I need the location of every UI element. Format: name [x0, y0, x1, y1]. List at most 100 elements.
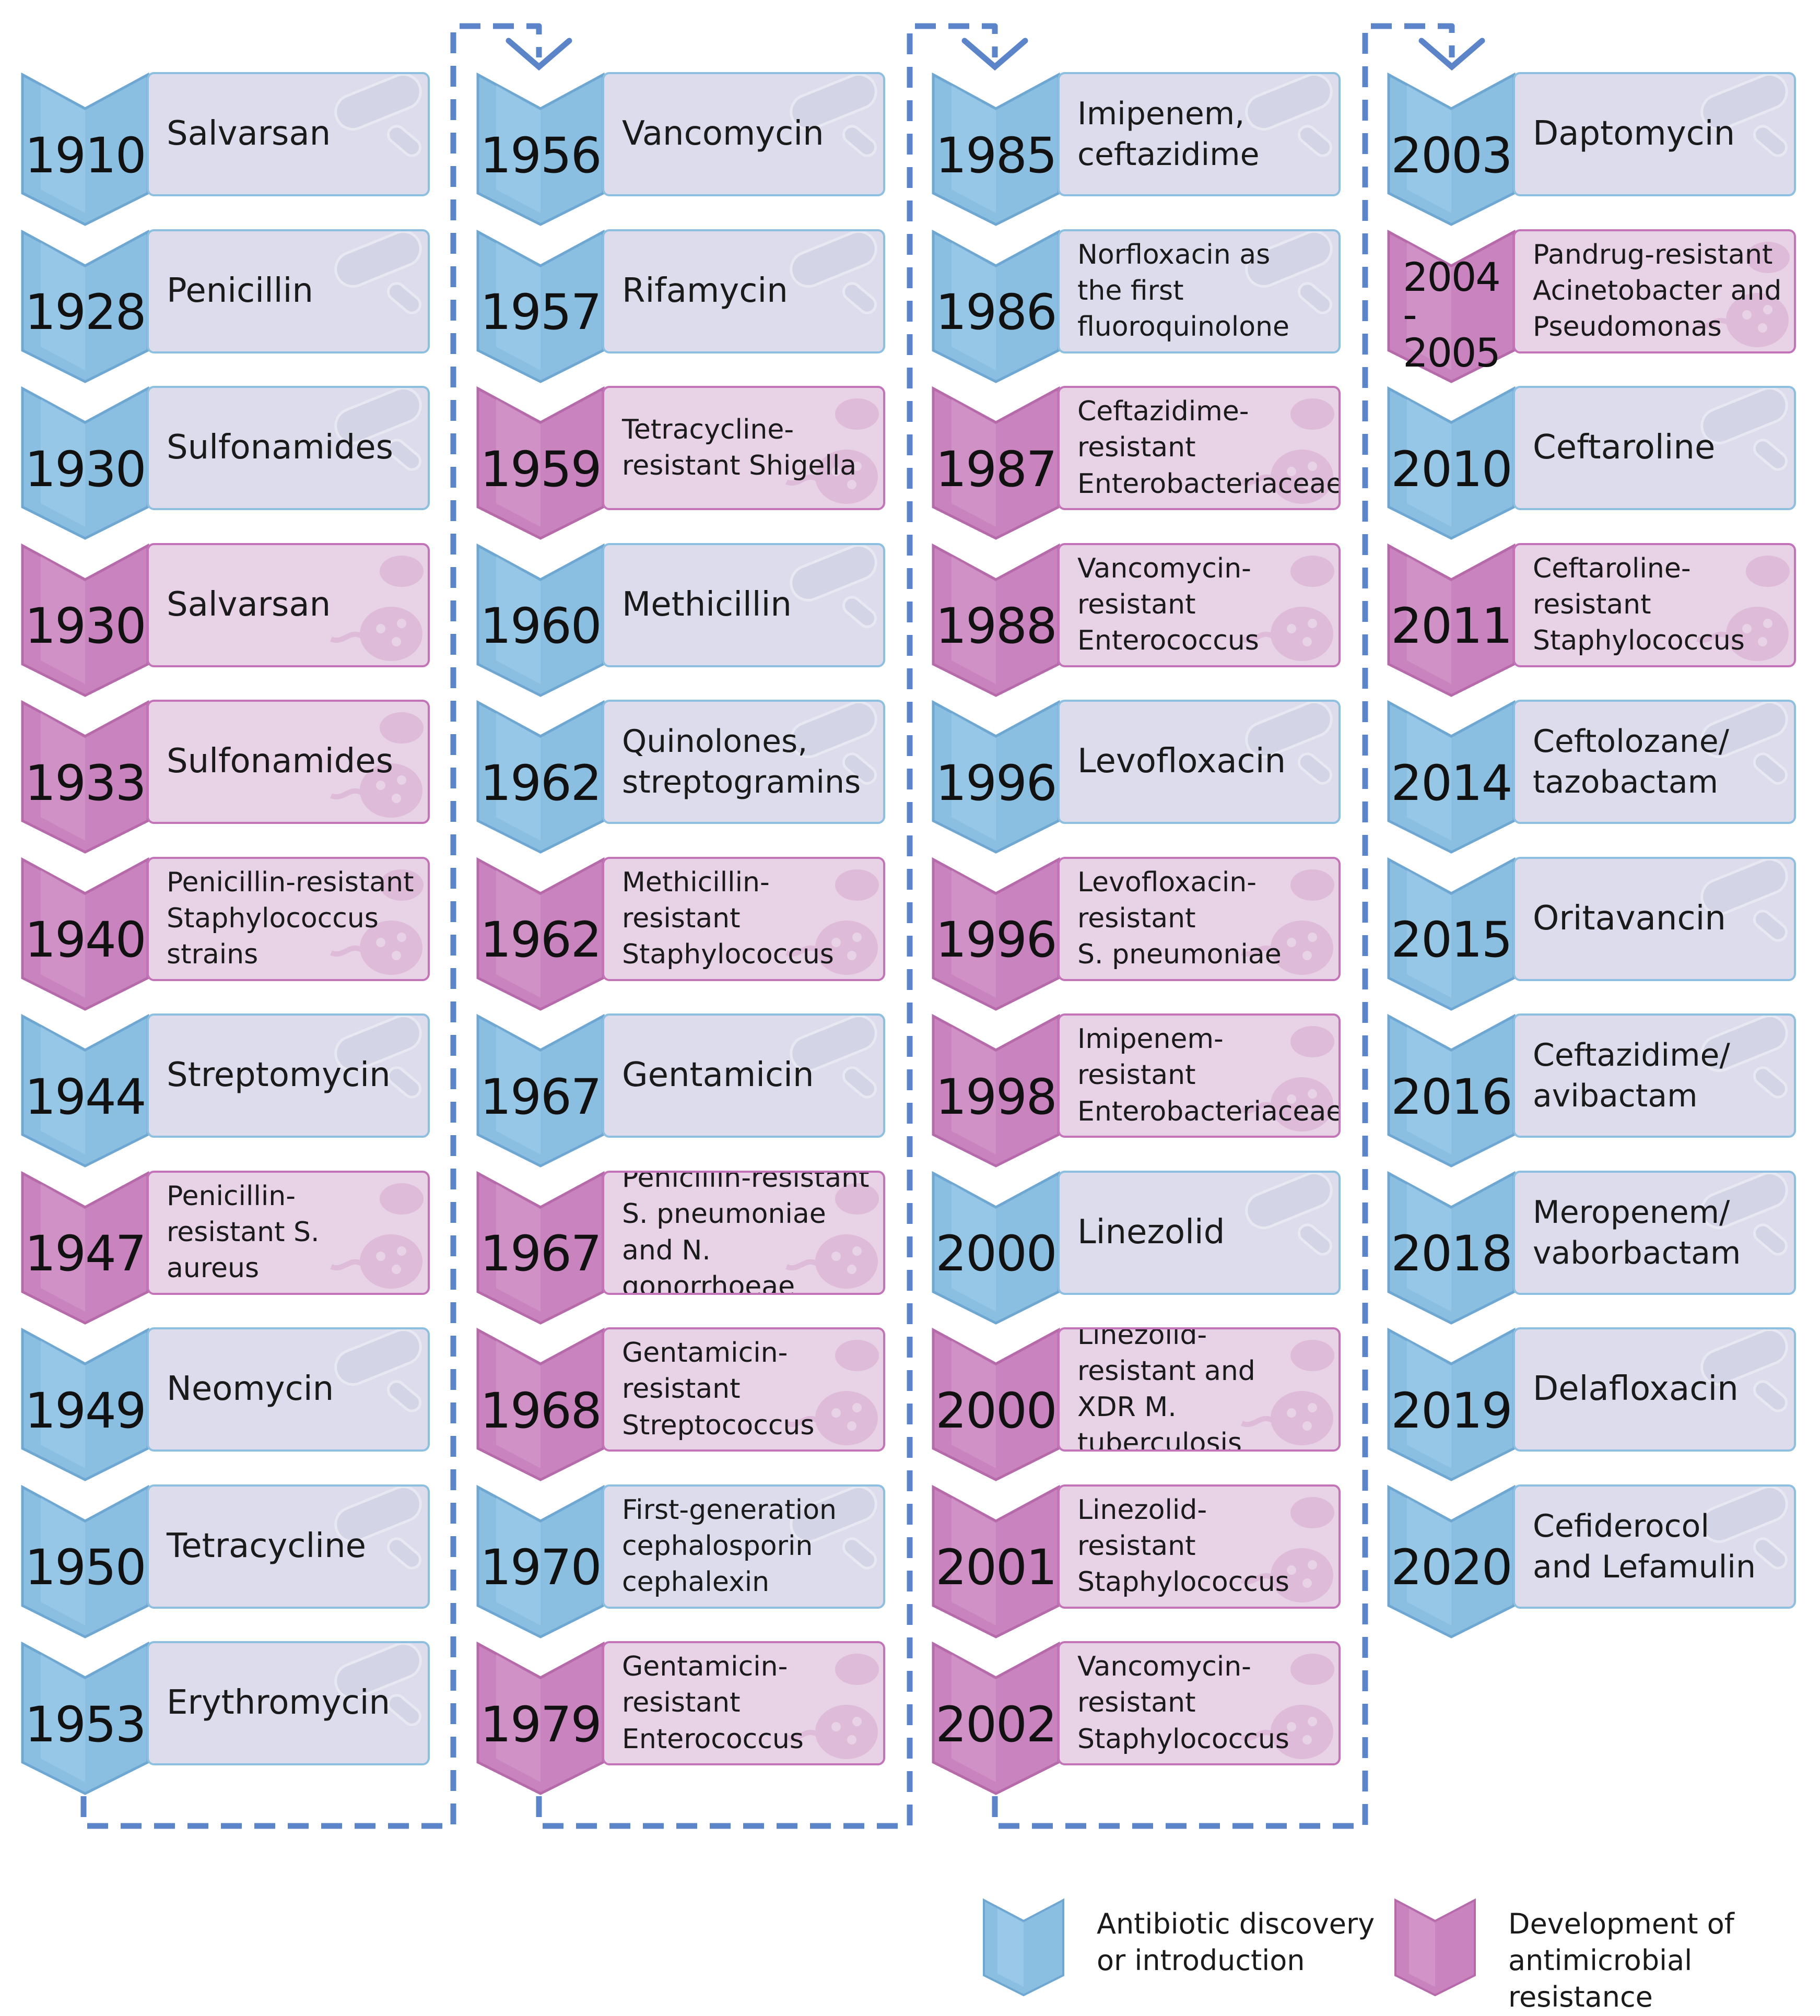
chevron-down-icon	[1418, 38, 1485, 71]
entry-year: 1947	[25, 1225, 146, 1282]
resistance-badge-icon	[932, 1013, 1060, 1168]
timeline-entry: 1987 Ceftazidime- resistant Enterobacteri…	[931, 386, 1343, 540]
entry-label: Methicillin	[622, 585, 792, 624]
timeline-entry: 1998 Imipenem- resistant Enterobacteriace…	[931, 1013, 1343, 1168]
pill-icon	[1245, 702, 1333, 785]
timeline-entry: 2011 Ceftaroline- resistant Staphylococcu…	[1386, 543, 1799, 697]
entry-year: 1967	[480, 1068, 602, 1126]
timeline-entry: 1962 Methicillin- resistant Staphylococcu…	[475, 856, 888, 1011]
entry-card: Streptomycin	[147, 1013, 430, 1138]
bacteria-icon	[330, 1183, 424, 1289]
bacteria-icon	[785, 1654, 879, 1759]
resistance-badge-icon	[21, 857, 149, 1011]
entry-label: Gentamicin- resistant Enterococcus	[622, 1651, 804, 1755]
entry-label: First-generation cephalosporin cephalexi…	[622, 1494, 837, 1598]
entry-card: Gentamicin- resistant Enterococcus	[602, 1641, 885, 1765]
bacteria-icon	[785, 398, 879, 504]
entry-card: Quinolones, streptogramins	[602, 700, 885, 824]
discovery-badge-icon	[932, 229, 1060, 383]
pill-icon	[1700, 702, 1788, 785]
entry-year: 2018	[1391, 1225, 1512, 1282]
discovery-badge-icon	[1387, 386, 1516, 540]
entry-card: Norfloxacin as the first fluoroquinolone	[1058, 229, 1341, 353]
entry-card: Neomycin	[147, 1327, 430, 1452]
entry-label: Penicillin- resistant S. aureus	[167, 1180, 320, 1284]
pill-icon	[790, 545, 877, 628]
entry-label: Salvarsan	[167, 114, 331, 154]
entry-card: Ceftazidime- resistant Enterobacteriacea…	[1058, 386, 1341, 510]
entry-year: 2010	[1391, 441, 1512, 498]
timeline-entry: 1950 Tetracycline	[20, 1484, 432, 1638]
legend-resistance-label: Development of antimicrobial resistance	[1508, 1907, 1734, 2014]
discovery-badge-icon	[932, 72, 1060, 226]
pill-icon	[1245, 231, 1333, 314]
entry-label: Linezolid- resistant and XDR M. tubercul…	[1077, 1327, 1255, 1452]
entry-label: Tetracycline- resistant Shigella	[622, 414, 857, 481]
entry-card: Ceftazidime/ avibactam	[1513, 1013, 1796, 1138]
pill-icon	[790, 702, 877, 785]
entry-label: Methicillin- resistant Staphylococcus	[622, 866, 834, 971]
entry-label: Linezolid	[1077, 1212, 1225, 1252]
entry-card: Penicillin-resistant S. pneumoniae and N…	[602, 1170, 885, 1295]
entry-label: Erythromycin	[167, 1683, 391, 1723]
entry-label: Rifamycin	[622, 271, 788, 310]
timeline-entry: 1910 Salvarsan	[20, 72, 432, 226]
entry-label: Vancomycin	[622, 114, 824, 154]
entry-card: Methicillin	[602, 543, 885, 667]
timeline-entry: 1947 Penicillin- resistant S. aureus	[20, 1170, 432, 1325]
entry-card: Ceftolozane/ tazobactam	[1513, 700, 1796, 824]
entry-card: Delafloxacin	[1513, 1327, 1796, 1452]
bacteria-icon	[1241, 869, 1334, 975]
entry-card: Penicillin-resistant Staphylococcus stra…	[147, 856, 430, 981]
discovery-badge-icon	[21, 1327, 149, 1481]
entry-card: Meropenem/ vaborbactam	[1513, 1170, 1796, 1295]
entry-year: 1960	[480, 598, 602, 655]
timeline-entry: 2016 Ceftazidime/ avibactam	[1386, 1013, 1799, 1168]
discovery-badge-icon	[21, 229, 149, 383]
connector-line-3	[992, 23, 1455, 1829]
pill-icon	[1700, 1016, 1788, 1099]
entry-card: Ceftaroline	[1513, 386, 1796, 510]
entry-year: 1962	[480, 912, 602, 969]
timeline-entry: 1979 Gentamicin- resistant Enterococcus	[475, 1641, 888, 1795]
discovery-badge-icon	[932, 700, 1060, 854]
entry-year: 1957	[480, 284, 602, 341]
timeline-entry: 1930 Sulfonamides	[20, 386, 432, 540]
pill-icon	[790, 1016, 877, 1099]
entry-year: 1930	[25, 598, 146, 655]
entry-year: 2014	[1391, 754, 1512, 812]
entry-label: Cefiderocol and Lefamulin	[1533, 1507, 1756, 1585]
entry-label: Salvarsan	[167, 585, 331, 624]
entry-card: Vancomycin- resistant Staphylococcus	[1058, 1641, 1341, 1765]
entry-year: 1956	[480, 127, 602, 184]
bacteria-icon	[330, 555, 424, 661]
entry-label: Imipenem, ceftazidime	[1077, 96, 1260, 173]
entry-year: 1949	[25, 1382, 146, 1440]
timeline-entry: 2004 - 2005 Pandrug-resistant Acinetobact…	[1386, 229, 1799, 383]
entry-year: 2004 - 2005	[1403, 254, 1500, 376]
discovery-badge-icon	[21, 386, 149, 540]
entry-year: 1996	[935, 754, 1057, 812]
entry-card: Penicillin	[147, 229, 430, 353]
pill-icon	[790, 231, 877, 314]
timeline-entry: 1985 Imipenem, ceftazidime	[931, 72, 1343, 226]
entry-label: Pandrug-resistant Acinetobacter and Pseu…	[1533, 239, 1782, 343]
entry-year: 2019	[1391, 1382, 1512, 1440]
resistance-badge-icon	[1387, 229, 1516, 383]
entry-label: Levofloxacin	[1077, 742, 1286, 781]
timeline-entry: 2015 Oritavancin	[1386, 856, 1799, 1011]
entry-label: Meropenem/ vaborbactam	[1533, 1194, 1741, 1271]
entry-label: Oritavancin	[1533, 899, 1726, 938]
timeline-entry: 1953 Erythromycin	[20, 1641, 432, 1795]
legend-discovery-icon	[983, 1898, 1064, 1997]
timeline-entry: 2019 Delafloxacin	[1386, 1327, 1799, 1481]
chevron-down-icon	[506, 38, 572, 71]
timeline-entry: 2000 Linezolid- resistant and XDR M. tube…	[931, 1327, 1343, 1481]
discovery-badge-icon	[21, 1013, 149, 1168]
entry-year: 1987	[935, 441, 1057, 498]
entry-label: Gentamicin- resistant Streptococcus	[622, 1337, 815, 1441]
timeline-entry: 2014 Ceftolozane/ tazobactam	[1386, 700, 1799, 854]
pill-icon	[1700, 388, 1788, 471]
resistance-badge-icon	[476, 386, 605, 540]
